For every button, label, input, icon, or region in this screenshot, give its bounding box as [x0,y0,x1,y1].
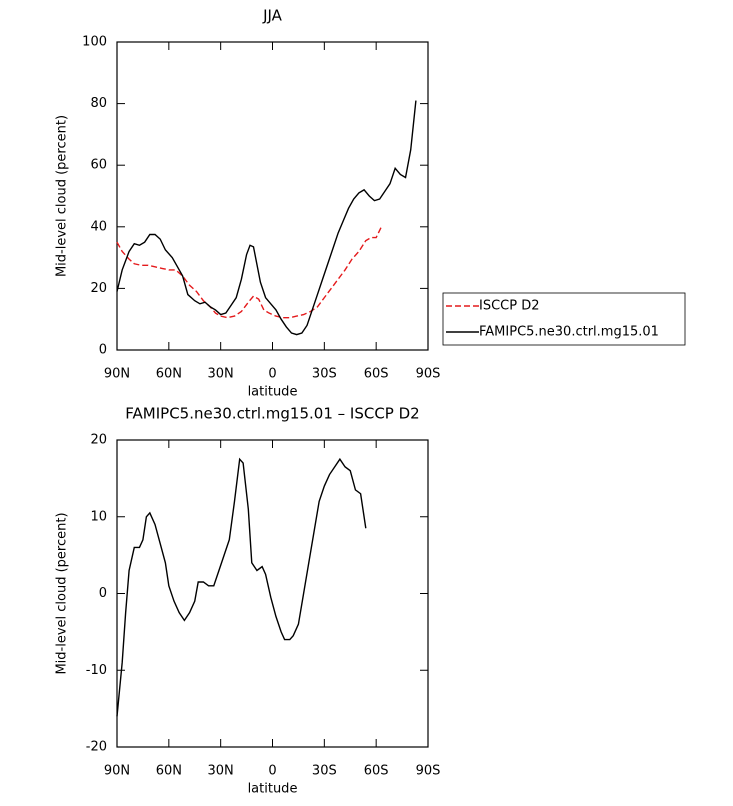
y-tick-label: 100 [82,35,107,50]
x-tick-label: 60S [364,764,389,779]
y-tick-label: 20 [90,433,107,448]
x-tick-label: 60S [364,367,389,382]
legend-label: FAMIPC5.ne30.ctrl.mg15.01 [479,325,659,340]
x-tick-label: 90N [104,367,130,382]
x-tick-label: 0 [268,764,276,779]
data-line [116,226,382,319]
y-tick-label: 40 [90,219,107,234]
chart-title: FAMIPC5.ne30.ctrl.mg15.01 – ISCCP D2 [125,405,419,423]
y-tick-label: 60 [90,158,107,173]
x-tick-label: 30S [312,367,337,382]
x-tick-label: 90N [104,764,130,779]
chart-title: JJA [262,7,283,25]
x-tick-label: 90S [416,764,441,779]
y-tick-label: 20 [90,281,107,296]
y-tick-label: 80 [90,96,107,111]
x-tick-label: 0 [268,367,276,382]
x-tick-label: 30N [208,764,234,779]
x-tick-label: 30S [312,764,337,779]
y-tick-label: -10 [86,663,107,678]
y-tick-label: 0 [99,343,107,358]
x-tick-label: 60N [156,764,182,779]
x-axis-label: latitude [248,782,298,797]
y-tick-label: 0 [99,586,107,601]
x-tick-label: 90S [416,367,441,382]
y-axis-label: Mid-level cloud (percent) [55,512,70,674]
data-line [116,457,367,717]
legend-box [442,292,686,346]
x-axis-label: latitude [248,385,298,400]
y-axis-label: Mid-level cloud (percent) [55,115,70,277]
x-tick-label: 30N [208,367,234,382]
plot-frame [116,439,429,748]
y-tick-label: 10 [90,509,107,524]
x-tick-label: 60N [156,367,182,382]
data-line [116,100,417,336]
legend-label: ISCCP D2 [479,299,540,314]
y-tick-label: -20 [86,740,107,755]
